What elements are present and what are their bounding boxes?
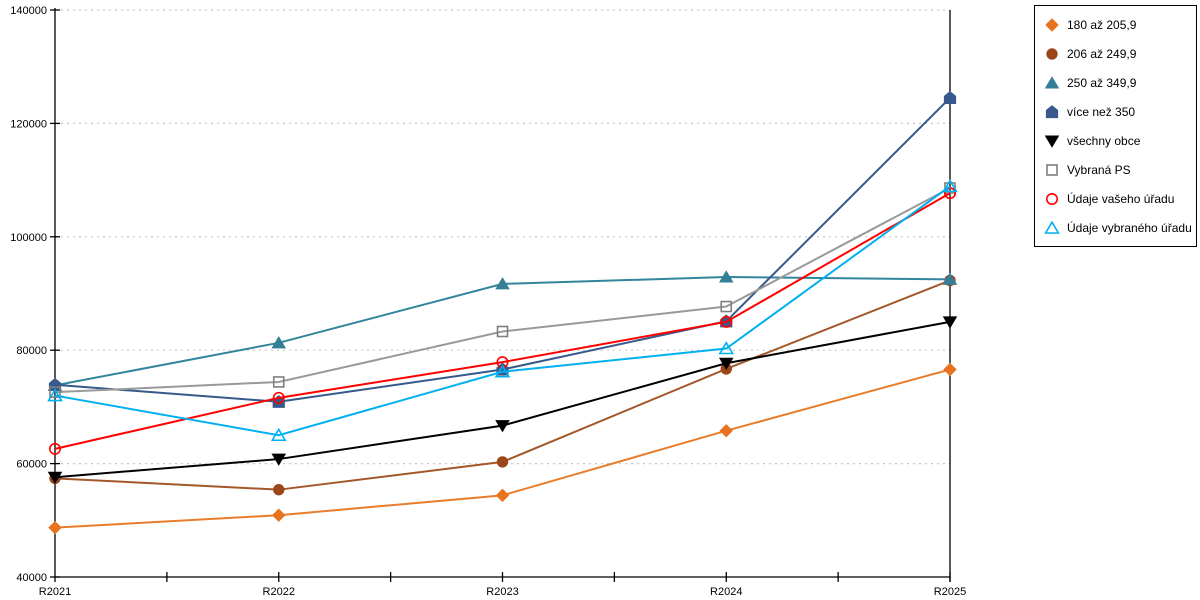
y-tick-label: 140000 xyxy=(10,5,47,17)
legend-label: Údaje vašeho úřadu xyxy=(1067,191,1175,206)
data-point-marker xyxy=(718,357,734,371)
y-tick-label: 80000 xyxy=(16,345,47,357)
series-4 xyxy=(47,316,958,484)
legend-item: 180 až 205,9 xyxy=(1044,10,1192,39)
data-point-marker xyxy=(1044,75,1060,88)
legend-item: všechny obce xyxy=(1044,126,1192,155)
data-point-marker xyxy=(271,336,287,349)
x-tick-label: R2025 xyxy=(934,586,966,598)
data-point-marker xyxy=(48,520,62,535)
legend: 180 až 205,9 206 až 249,9 250 až 349,9 více… xyxy=(1034,5,1197,247)
legend-label: více než 350 xyxy=(1067,104,1136,119)
x-tick-label: R2024 xyxy=(710,586,742,598)
series-line xyxy=(54,187,951,394)
legend-item: Údaje vašeho úřadu xyxy=(1044,184,1192,213)
series-1 xyxy=(49,274,956,496)
legend-label: 180 až 205,9 xyxy=(1067,17,1137,32)
legend-marker-icon xyxy=(1044,135,1060,148)
data-point-marker xyxy=(270,427,287,442)
data-point-marker xyxy=(272,391,285,404)
legend-item: Vybraná PS xyxy=(1044,155,1192,184)
data-point-marker xyxy=(47,388,63,402)
data-point-marker xyxy=(943,362,957,377)
data-point-marker xyxy=(1046,47,1058,60)
data-point-marker xyxy=(495,277,510,290)
legend-label: všechny obce xyxy=(1067,133,1141,148)
series-line xyxy=(54,368,951,529)
data-point-marker xyxy=(496,456,509,468)
series-line xyxy=(54,320,951,479)
legend-marker-icon xyxy=(1045,17,1059,32)
y-tick-label: 60000 xyxy=(16,459,47,471)
series-0 xyxy=(48,362,957,535)
data-point-marker xyxy=(942,316,958,329)
data-point-marker xyxy=(273,483,285,496)
data-point-marker xyxy=(1044,220,1060,234)
y-tick-label: 40000 xyxy=(16,572,47,584)
data-point-marker xyxy=(719,424,733,438)
x-tick-label: R2022 xyxy=(263,586,295,598)
legend-label: Údaje vybraného úřadu xyxy=(1067,220,1192,235)
data-point-marker xyxy=(718,270,734,283)
data-point-marker xyxy=(47,471,63,484)
data-point-marker xyxy=(718,341,735,355)
legend-label: 250 až 349,9 xyxy=(1067,75,1137,90)
series-5 xyxy=(49,182,956,398)
legend-marker-icon xyxy=(1044,75,1060,88)
legend-item: Údaje vybraného úřadu xyxy=(1044,213,1192,242)
data-point-marker xyxy=(1045,17,1059,32)
legend-label: Vybraná PS xyxy=(1067,162,1131,177)
data-point-marker xyxy=(942,178,958,193)
legend-item: 250 až 349,9 xyxy=(1044,68,1192,97)
data-point-marker xyxy=(1046,163,1058,176)
data-point-marker xyxy=(1045,104,1059,118)
legend-marker-icon xyxy=(1045,104,1059,118)
data-point-marker xyxy=(495,420,510,433)
y-tick-label: 100000 xyxy=(10,232,47,244)
series-7 xyxy=(47,178,958,442)
data-point-marker xyxy=(943,91,957,104)
legend-marker-icon xyxy=(1044,220,1060,234)
data-point-marker xyxy=(720,315,733,328)
data-point-marker xyxy=(1044,135,1060,148)
legend-marker-icon xyxy=(1046,163,1058,176)
data-point-marker xyxy=(494,364,511,378)
data-point-marker xyxy=(272,376,285,388)
y-tick-label: 120000 xyxy=(10,118,47,130)
series-line xyxy=(54,192,951,450)
data-point-marker xyxy=(720,300,733,313)
data-point-marker xyxy=(48,442,61,455)
data-point-marker xyxy=(496,325,509,338)
data-point-marker xyxy=(1046,192,1058,205)
x-tick-label: R2023 xyxy=(486,586,518,598)
data-point-marker xyxy=(943,187,956,200)
series-line xyxy=(54,185,951,437)
legend-label: 206 až 249,9 xyxy=(1067,46,1137,61)
data-point-marker xyxy=(271,453,287,466)
x-tick-label: R2021 xyxy=(39,586,71,598)
series-6 xyxy=(48,187,956,455)
data-point-marker xyxy=(49,386,61,398)
legend-item: 206 až 249,9 xyxy=(1044,39,1192,68)
data-point-marker xyxy=(942,272,958,285)
legend-item: více než 350 xyxy=(1044,97,1192,126)
data-point-marker xyxy=(495,488,510,503)
legend-marker-icon xyxy=(1046,47,1058,60)
data-point-marker xyxy=(272,508,286,522)
legend-marker-icon xyxy=(1046,192,1058,205)
